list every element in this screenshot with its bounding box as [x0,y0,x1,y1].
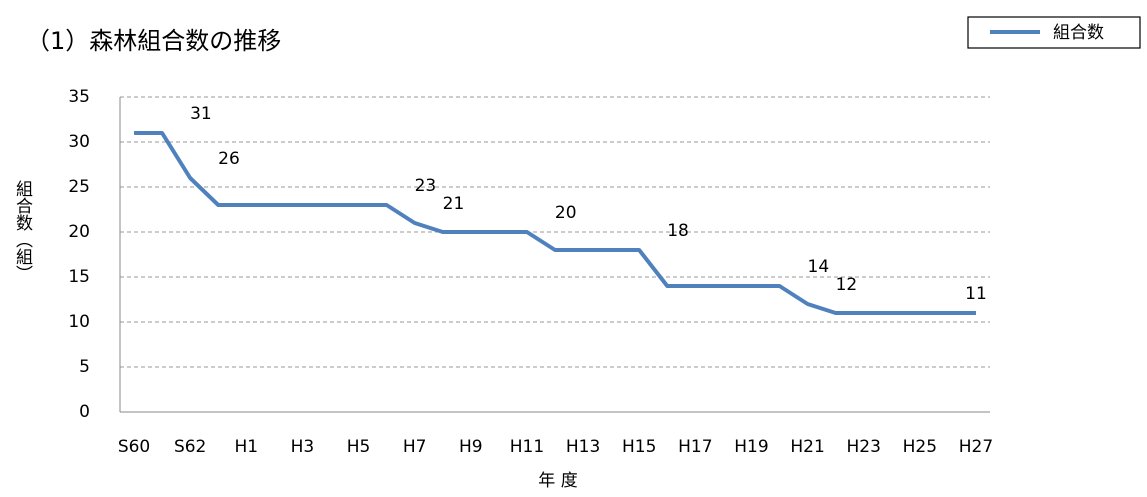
data-label: 31 [190,104,212,124]
data-label: 18 [667,221,689,241]
x-tick-label: H23 [846,437,880,457]
x-tick-label: H3 [291,437,315,457]
y-tick-label: 25 [68,177,90,197]
series-line [134,131,976,315]
x-tick-label: H25 [903,437,937,457]
y-axis-label: 組合数（組） [12,180,33,282]
y-tick-label: 20 [68,222,90,242]
x-tick-label: H11 [510,437,544,457]
y-tick-label: 35 [68,87,90,107]
x-tick-label: H9 [459,437,483,457]
x-tick-label: H7 [403,437,427,457]
x-tick-label: H15 [622,437,656,457]
x-tick-label: H5 [347,437,371,457]
data-label: 12 [836,275,858,295]
data-label: 14 [808,257,830,277]
x-tick-label: H27 [959,437,993,457]
data-label: 23 [415,176,437,196]
x-tick-label: H1 [234,437,258,457]
data-label: 20 [555,203,577,223]
x-tick-label: H21 [790,437,824,457]
data-label: 26 [218,149,240,169]
x-tick-label: S60 [118,437,150,457]
y-tick-label: 30 [68,132,90,152]
legend-label: 組合数 [1053,23,1104,43]
x-tick-label: H13 [566,437,600,457]
x-axis-label: 年 度 [538,471,577,491]
x-tick-label: H19 [734,437,768,457]
x-tick-label: S62 [174,437,206,457]
y-tick-label: 0 [79,402,90,422]
y-tick-label: 10 [68,312,90,332]
data-label: 21 [443,194,465,214]
y-tick-label: 5 [79,357,90,377]
y-tick-label: 15 [68,267,90,287]
x-tick-label: H17 [678,437,712,457]
data-label: 11 [965,284,987,304]
chart-title: （1）森林組合数の推移 [26,27,281,55]
